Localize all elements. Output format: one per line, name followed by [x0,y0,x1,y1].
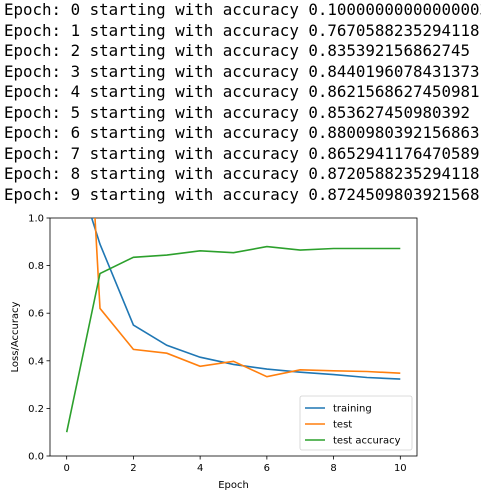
x-tick-label: 0 [63,463,69,474]
log-line: Epoch: 1 starting with accuracy 0.767058… [4,20,480,40]
loss-accuracy-chart: 0 2 4 6 8 10 0.0 0.2 0.4 0.6 0.8 1.0 Epoch Loss/Acc… [10,214,418,491]
log-line: Epoch: 3 starting with accuracy 0.844019… [4,61,480,81]
series-line-test [94,218,401,378]
y-tick-label: 1.0 [28,214,44,225]
log-line: Epoch: 7 starting with accuracy 0.865294… [4,143,480,163]
x-axis-label: Epoch [218,480,249,491]
log-line: Epoch: 0 starting with accuracy 0.100000… [4,0,481,19]
x-tick-label: 8 [330,463,336,474]
legend-box [299,395,413,451]
series-line-training [90,218,401,380]
x-tick-label: 4 [197,463,203,474]
y-tick-label: 0.2 [28,404,44,415]
series-line-test-accuracy [65,245,401,433]
axis-layer: 0 2 4 6 8 10 0.0 0.2 0.4 0.6 0.8 1.0 [28,214,407,475]
x-tick-label: 6 [264,463,270,474]
log-line: Epoch: 2 starting with accuracy 0.835392… [4,41,471,60]
log-line: Epoch: 4 starting with accuracy 0.862156… [4,82,480,101]
console-output: Epoch: 0 starting with accuracy 0.100000… [4,0,481,205]
plot-frame [49,217,418,457]
legend: training test test accuracy [299,395,413,451]
x-tick-label: 2 [130,463,136,474]
log-line: Epoch: 5 starting with accuracy 0.853627… [4,102,471,122]
y-tick-label: 0.4 [28,356,44,367]
log-line: Epoch: 9 starting with accuracy 0.872450… [4,184,480,204]
series-layer [65,218,401,433]
y-tick-label: 0.6 [28,309,44,320]
legend-entry: training [333,404,372,415]
log-line: Epoch: 8 starting with accuracy 0.872058… [4,164,480,183]
log-line: Epoch: 6 starting with accuracy 0.880098… [4,123,480,142]
y-tick-label: 0.0 [28,452,44,463]
legend-entry: test accuracy [333,436,401,447]
y-axis-label: Loss/Accuracy [10,301,21,372]
legend-entry: test [333,420,352,431]
y-tick-label: 0.8 [28,261,44,272]
x-tick-label: 10 [394,463,407,474]
